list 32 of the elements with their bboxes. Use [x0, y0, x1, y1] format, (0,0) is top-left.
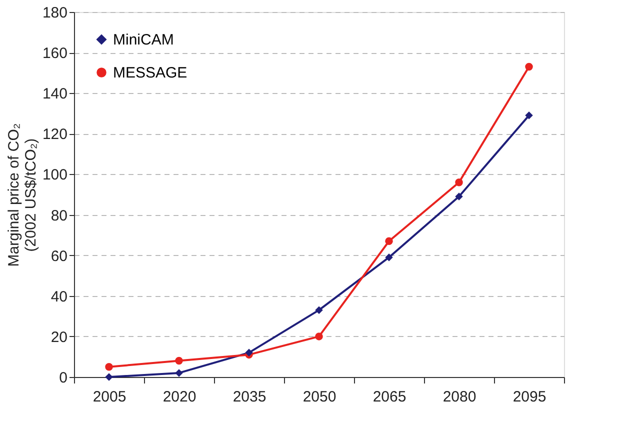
- point: [105, 373, 113, 381]
- y-tick-label: 120: [42, 126, 68, 144]
- point: [175, 369, 183, 377]
- legend-label: MiniCAM: [113, 32, 174, 48]
- y-tick-label: 80: [50, 207, 68, 224]
- x-tick-label: 2005: [92, 388, 126, 406]
- point: [525, 112, 533, 120]
- point: [175, 356, 183, 365]
- x-tick-label: 2065: [372, 388, 406, 406]
- point: [455, 178, 463, 186]
- y-tick-label: 160: [42, 45, 68, 62]
- point: [315, 332, 323, 340]
- legend-label: MESSAGE: [113, 64, 188, 82]
- y-tick-label: 40: [50, 288, 68, 306]
- point: [385, 253, 393, 262]
- x-tick-label: 2095: [512, 388, 546, 406]
- y-tick-label: 60: [50, 248, 68, 265]
- y-tick-label: 140: [42, 86, 68, 103]
- point: [385, 237, 393, 246]
- x-tick-label: 2080: [442, 388, 476, 406]
- y-tick-label: 100: [42, 166, 68, 184]
- y-tick-label: 0: [59, 370, 68, 386]
- point: [105, 362, 113, 371]
- x-tick-label: 2050: [302, 388, 336, 406]
- y-axis-title: Marginal price of CO₂ (2002 US$/tCO₂): [5, 123, 40, 267]
- point: [315, 306, 323, 314]
- y-tick-label: 20: [50, 328, 68, 346]
- x-tick-label: 2035: [232, 388, 266, 406]
- y-tick-label: 180: [42, 4, 68, 22]
- point: [525, 62, 533, 71]
- point: [455, 192, 463, 200]
- x-tick-label: 2020: [162, 388, 196, 406]
